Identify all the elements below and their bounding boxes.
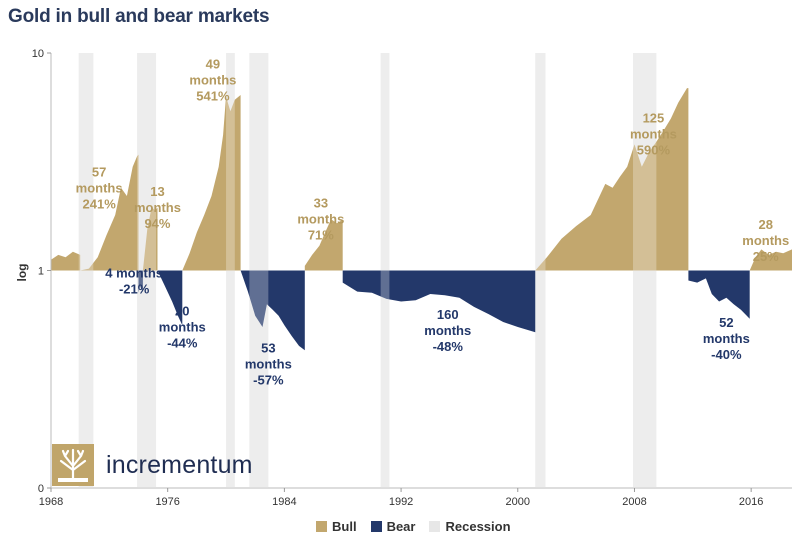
legend-label-recession: Recession — [445, 519, 511, 534]
legend-label-bear: Bear — [386, 519, 416, 534]
bear-annotation-9: 160 months -48% — [424, 307, 471, 354]
annotations: 57 months 241%13 months 94% 49 months 541% 33 mon… — [76, 56, 790, 387]
legend: Bull Bear Recession — [316, 519, 525, 534]
y-axis-title: log — [15, 264, 29, 282]
bear-area-10 — [688, 270, 750, 319]
bull-annotation-2: 49 months 541% — [189, 56, 236, 103]
bull-annotation-5: 28 months 25% — [742, 217, 789, 264]
legend-item-bull: Bull — [316, 519, 357, 534]
bull-annotation-0: 57 months 241% — [76, 165, 123, 212]
x-tick-label-6: 2016 — [739, 496, 763, 508]
x-tick-label-4: 2000 — [506, 496, 530, 508]
bull-annotation-1: 13 months 94% — [134, 184, 181, 231]
bull-area-0 — [51, 251, 81, 271]
bull-area-3 — [142, 207, 158, 271]
y-tick-label-0: 10 — [32, 48, 44, 60]
bull-annotation-4: 125 months 590% — [630, 110, 677, 157]
tree-logo-icon — [52, 444, 94, 486]
x-tick-label-0: 1968 — [39, 496, 63, 508]
brand-logo: incrementum — [52, 444, 253, 486]
recession-overlay-5 — [535, 53, 546, 488]
y-tick-label-2: 0 — [38, 483, 44, 495]
legend-swatch-recession — [429, 521, 441, 532]
legend-label-bull: Bull — [332, 519, 357, 534]
legend-item-bear: Bear — [370, 519, 416, 534]
recession-overlay-6 — [633, 53, 657, 488]
bear-area-8 — [342, 270, 536, 333]
bull-area-5 — [182, 95, 241, 271]
legend-swatch-bear — [370, 521, 382, 532]
bear-area-2 — [138, 270, 143, 293]
recession-overlay-1 — [137, 53, 157, 488]
bear-annotation-7: 20 months -44% — [159, 304, 206, 351]
x-tick-label-1: 1976 — [155, 496, 179, 508]
logo-text: incrementum — [106, 450, 253, 479]
bull-annotation-3: 33 months 71% — [297, 195, 344, 242]
bull-area-7 — [304, 219, 343, 271]
x-tick-label-3: 1992 — [389, 496, 413, 508]
bear-annotation-6: 4 months -21% — [105, 265, 163, 296]
chart-title: Gold in bull and bear markets — [8, 6, 270, 27]
bear-annotation-10: 52 months -40% — [703, 315, 750, 362]
bull-area-11 — [749, 249, 792, 271]
recession-overlay-3 — [249, 53, 269, 488]
recession-overlay-4 — [380, 53, 390, 488]
bull-area-1 — [80, 154, 139, 271]
legend-item-recession: Recession — [429, 519, 511, 534]
recession-overlay-0 — [78, 53, 94, 488]
x-tick-label-5: 2008 — [622, 496, 646, 508]
bear-area-4 — [157, 270, 183, 326]
y-tick-label-1: 1 — [38, 266, 44, 278]
recession-overlay-2 — [226, 53, 235, 488]
bull-area-9 — [535, 88, 689, 271]
bear-annotation-8: 53 months -57% — [245, 340, 292, 387]
price-areas — [51, 88, 792, 351]
legend-swatch-bull — [316, 521, 327, 532]
bear-area-6 — [240, 270, 305, 351]
x-tick-label-2: 1984 — [272, 496, 296, 508]
